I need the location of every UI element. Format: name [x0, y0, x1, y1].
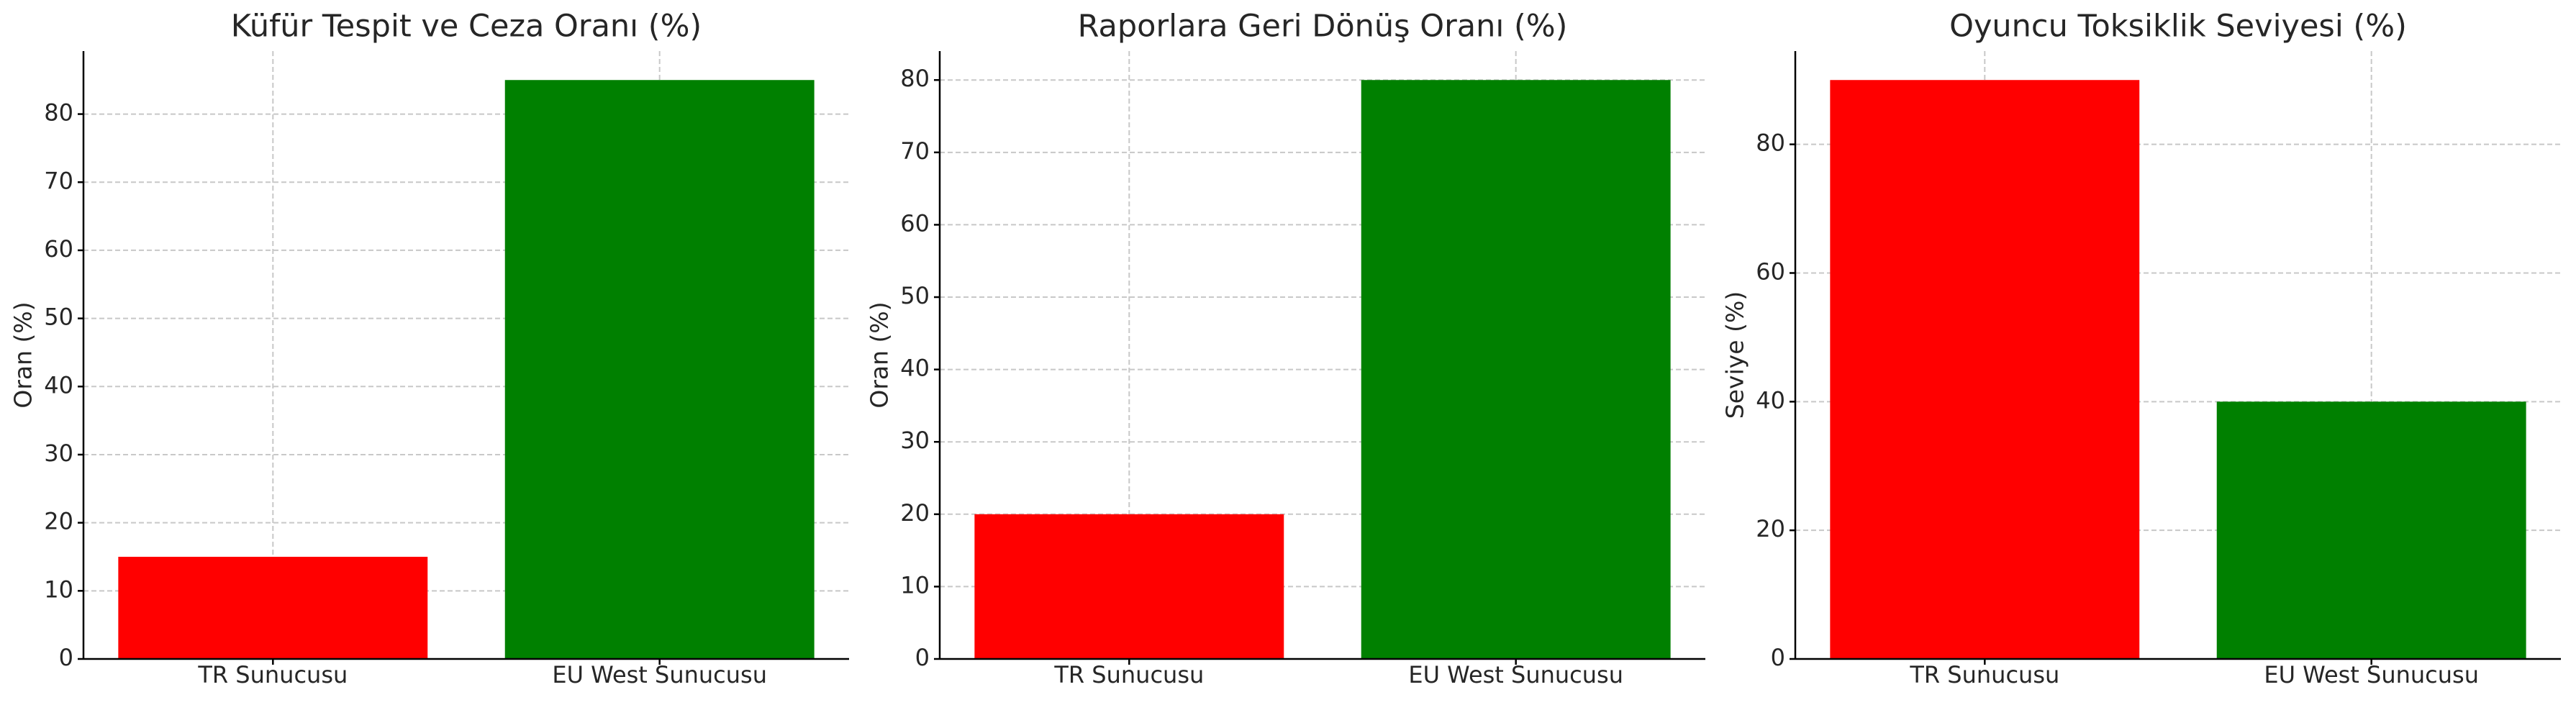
y-tick-label: 80	[44, 99, 73, 127]
y-tick-label: 70	[900, 137, 930, 165]
y-tick-label: 20	[44, 508, 73, 535]
y-tick-label: 40	[44, 371, 73, 399]
y-tick-label: 30	[900, 427, 930, 454]
y-tick-label: 0	[915, 644, 930, 671]
bar	[974, 514, 1284, 659]
y-tick-label: 50	[44, 304, 73, 331]
y-tick-label: 70	[44, 167, 73, 194]
bar	[1830, 80, 2140, 659]
y-tick-label: 10	[44, 576, 73, 603]
y-tick-label: 80	[900, 65, 930, 92]
bar	[504, 80, 815, 659]
y-tick-label: 20	[900, 499, 930, 527]
chart-title: Küfür Tespit ve Ceza Oranı (%)	[231, 9, 702, 45]
bar	[2216, 401, 2526, 659]
y-axis-label: Oran (%)	[866, 301, 894, 408]
y-tick-label: 0	[1771, 644, 1785, 671]
y-tick-label: 80	[1756, 129, 1785, 157]
x-tick-label: TR Sunucusu	[197, 661, 348, 688]
y-tick-label: 30	[44, 440, 73, 467]
x-tick-label: EU West Sunucusu	[2264, 661, 2479, 688]
y-tick-label: 20	[1756, 515, 1785, 542]
y-tick-label: 60	[1756, 258, 1785, 285]
y-tick-label: 60	[900, 209, 930, 237]
y-tick-label: 0	[59, 644, 73, 671]
x-tick-label: EU West Sunucusu	[552, 661, 767, 688]
y-axis-label: Seviye (%)	[1721, 291, 1749, 419]
y-axis-label: Oran (%)	[9, 301, 37, 408]
x-tick-label: TR Sunucusu	[1909, 661, 2059, 688]
x-tick-label: EU West Sunucusu	[1408, 661, 1623, 688]
chart-title: Raporlara Geri Dönüş Oranı (%)	[1078, 9, 1568, 45]
y-tick-label: 60	[44, 235, 73, 263]
y-tick-label: 10	[900, 571, 930, 599]
chart-title: Oyuncu Toksiklik Seviyesi (%)	[1949, 9, 2407, 45]
y-tick-label: 50	[900, 282, 930, 309]
y-tick-label: 40	[900, 355, 930, 382]
x-tick-label: TR Sunucusu	[1053, 661, 1204, 688]
y-tick-label: 40	[1756, 386, 1785, 414]
bar	[1361, 80, 1671, 659]
bar	[118, 556, 428, 659]
